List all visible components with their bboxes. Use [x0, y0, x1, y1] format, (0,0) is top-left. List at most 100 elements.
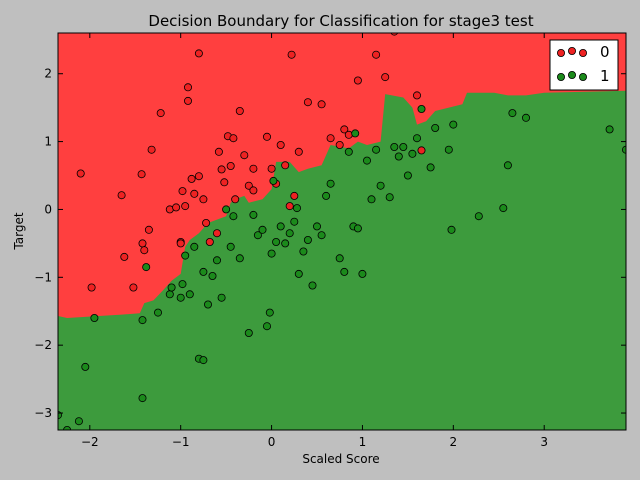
data-point-class-0	[137, 170, 146, 179]
data-point-class-1	[372, 145, 381, 154]
x-tick-label: 0	[268, 435, 276, 449]
data-point-class-1	[142, 263, 151, 272]
data-point-class-1	[235, 254, 244, 263]
data-point-class-1	[362, 156, 371, 165]
data-point-class-0	[326, 134, 335, 143]
y-tick-label: 2	[44, 67, 52, 81]
data-point-class-1	[81, 362, 90, 371]
data-point-class-0	[249, 164, 258, 173]
data-point-class-0	[317, 100, 326, 109]
data-point-class-0	[147, 145, 156, 154]
data-point-class-0	[176, 239, 185, 248]
data-point-class-1	[444, 145, 453, 154]
data-point-class-0	[181, 202, 190, 211]
legend-marker-1	[557, 73, 566, 82]
data-point-class-1	[499, 204, 508, 213]
data-point-class-1	[417, 105, 426, 114]
data-point-class-0	[372, 50, 381, 59]
data-point-class-1	[269, 176, 278, 185]
data-point-class-1	[605, 125, 614, 134]
data-point-class-1	[353, 224, 362, 233]
data-point-class-0	[190, 189, 199, 198]
data-point-class-1	[181, 251, 190, 260]
data-point-class-1	[308, 281, 317, 290]
data-point-class-0	[117, 191, 126, 200]
data-point-class-1	[408, 149, 417, 158]
legend-marker-1	[568, 71, 577, 80]
data-point-class-1	[165, 290, 174, 299]
data-point-class-1	[317, 231, 326, 240]
data-point-class-1	[376, 181, 385, 190]
legend-marker-0	[557, 49, 566, 58]
data-point-class-0	[187, 174, 196, 183]
legend-label-0: 0	[600, 43, 610, 61]
legend-marker-0	[568, 47, 577, 56]
data-point-class-1	[212, 256, 221, 265]
data-point-class-1	[294, 269, 303, 278]
data-point-class-0	[340, 125, 349, 134]
data-point-class-0	[178, 187, 187, 196]
data-point-class-1	[267, 249, 276, 258]
data-point-class-0	[303, 98, 312, 107]
data-point-class-1	[412, 134, 421, 143]
data-point-class-1	[508, 109, 517, 118]
y-axis-label: Target	[12, 212, 26, 250]
data-point-class-1	[474, 212, 483, 221]
data-point-class-0	[249, 186, 258, 195]
data-point-class-1	[208, 271, 217, 280]
data-point-class-0	[205, 237, 214, 246]
data-point-class-0	[144, 225, 153, 234]
y-tick-label: 1	[44, 135, 52, 149]
data-point-class-1	[322, 191, 331, 200]
data-point-class-0	[194, 49, 203, 58]
data-point-class-1	[385, 193, 394, 202]
data-point-class-1	[426, 163, 435, 172]
data-point-class-0	[240, 151, 249, 160]
decision-region-class-0	[58, 33, 626, 318]
data-point-class-0	[120, 252, 129, 261]
data-point-class-0	[138, 239, 147, 248]
data-point-class-0	[202, 218, 211, 227]
data-point-class-1	[399, 142, 408, 151]
data-point-class-1	[74, 417, 83, 426]
data-point-class-0	[417, 146, 426, 155]
data-point-class-1	[340, 267, 349, 276]
data-point-class-0	[183, 96, 192, 105]
data-point-class-1	[390, 142, 399, 151]
data-point-class-0	[381, 73, 390, 82]
data-point-class-0	[390, 33, 399, 36]
data-point-class-1	[153, 308, 162, 317]
data-point-class-0	[294, 147, 303, 156]
data-point-class-0	[353, 76, 362, 85]
data-point-class-0	[262, 132, 271, 141]
legend-label-1: 1	[600, 67, 610, 85]
data-point-class-0	[290, 191, 299, 200]
data-point-class-1	[312, 222, 321, 231]
data-point-class-1	[262, 322, 271, 331]
y-axis-ticks: −3 −2 −1 0 1 2	[34, 67, 626, 420]
data-point-class-0	[217, 165, 226, 174]
data-point-class-0	[226, 161, 235, 170]
x-axis-label: Scaled Score	[302, 452, 379, 466]
data-point-class-0	[214, 147, 223, 156]
data-point-class-0	[183, 83, 192, 92]
legend-box	[549, 39, 619, 91]
data-point-class-1	[253, 231, 262, 240]
x-tick-label: 3	[540, 435, 548, 449]
legend-entry-0: 0	[557, 43, 610, 61]
data-point-class-1	[344, 147, 353, 156]
data-point-class-1	[185, 290, 194, 299]
data-point-class-0	[285, 202, 294, 211]
data-point-class-0	[231, 195, 240, 204]
data-point-class-1	[90, 313, 99, 322]
data-point-class-0	[244, 181, 253, 190]
data-point-class-1	[351, 129, 360, 138]
data-point-class-1	[292, 204, 301, 213]
chart-title: Decision Boundary for Classification for…	[148, 12, 533, 30]
data-point-class-1	[229, 212, 238, 221]
data-point-class-1	[138, 394, 147, 403]
data-point-class-1	[281, 239, 290, 248]
data-point-class-1	[303, 235, 312, 244]
data-point-class-1	[394, 152, 403, 161]
data-point-class-0	[335, 140, 344, 149]
